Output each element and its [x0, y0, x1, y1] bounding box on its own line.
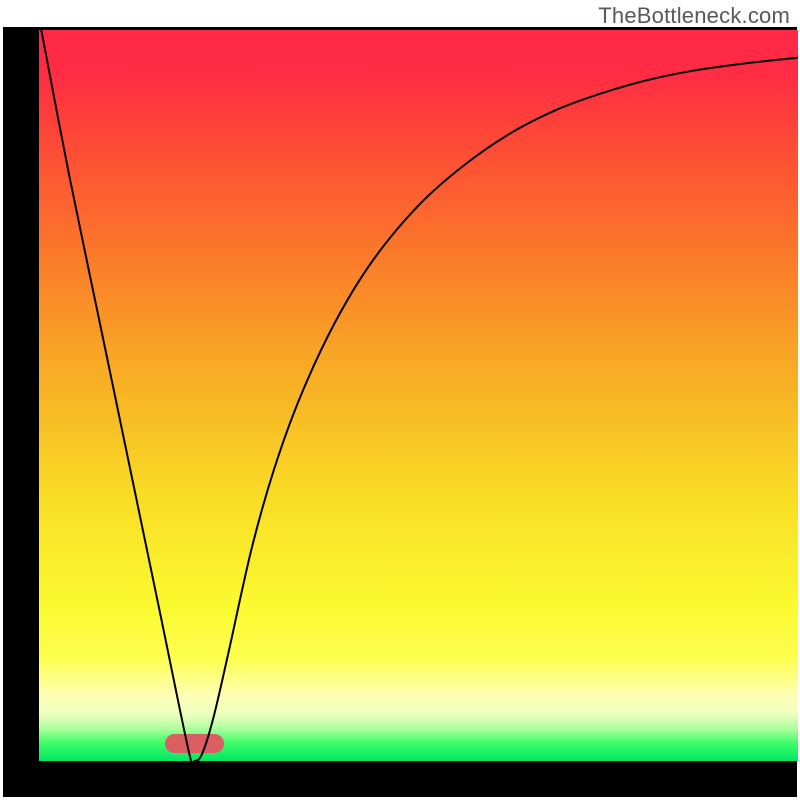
plot-area — [39, 30, 798, 761]
bottleneck-curve — [39, 30, 798, 761]
chart-frame: TheBottleneck.com — [0, 0, 800, 800]
watermark-text: TheBottleneck.com — [598, 3, 790, 29]
